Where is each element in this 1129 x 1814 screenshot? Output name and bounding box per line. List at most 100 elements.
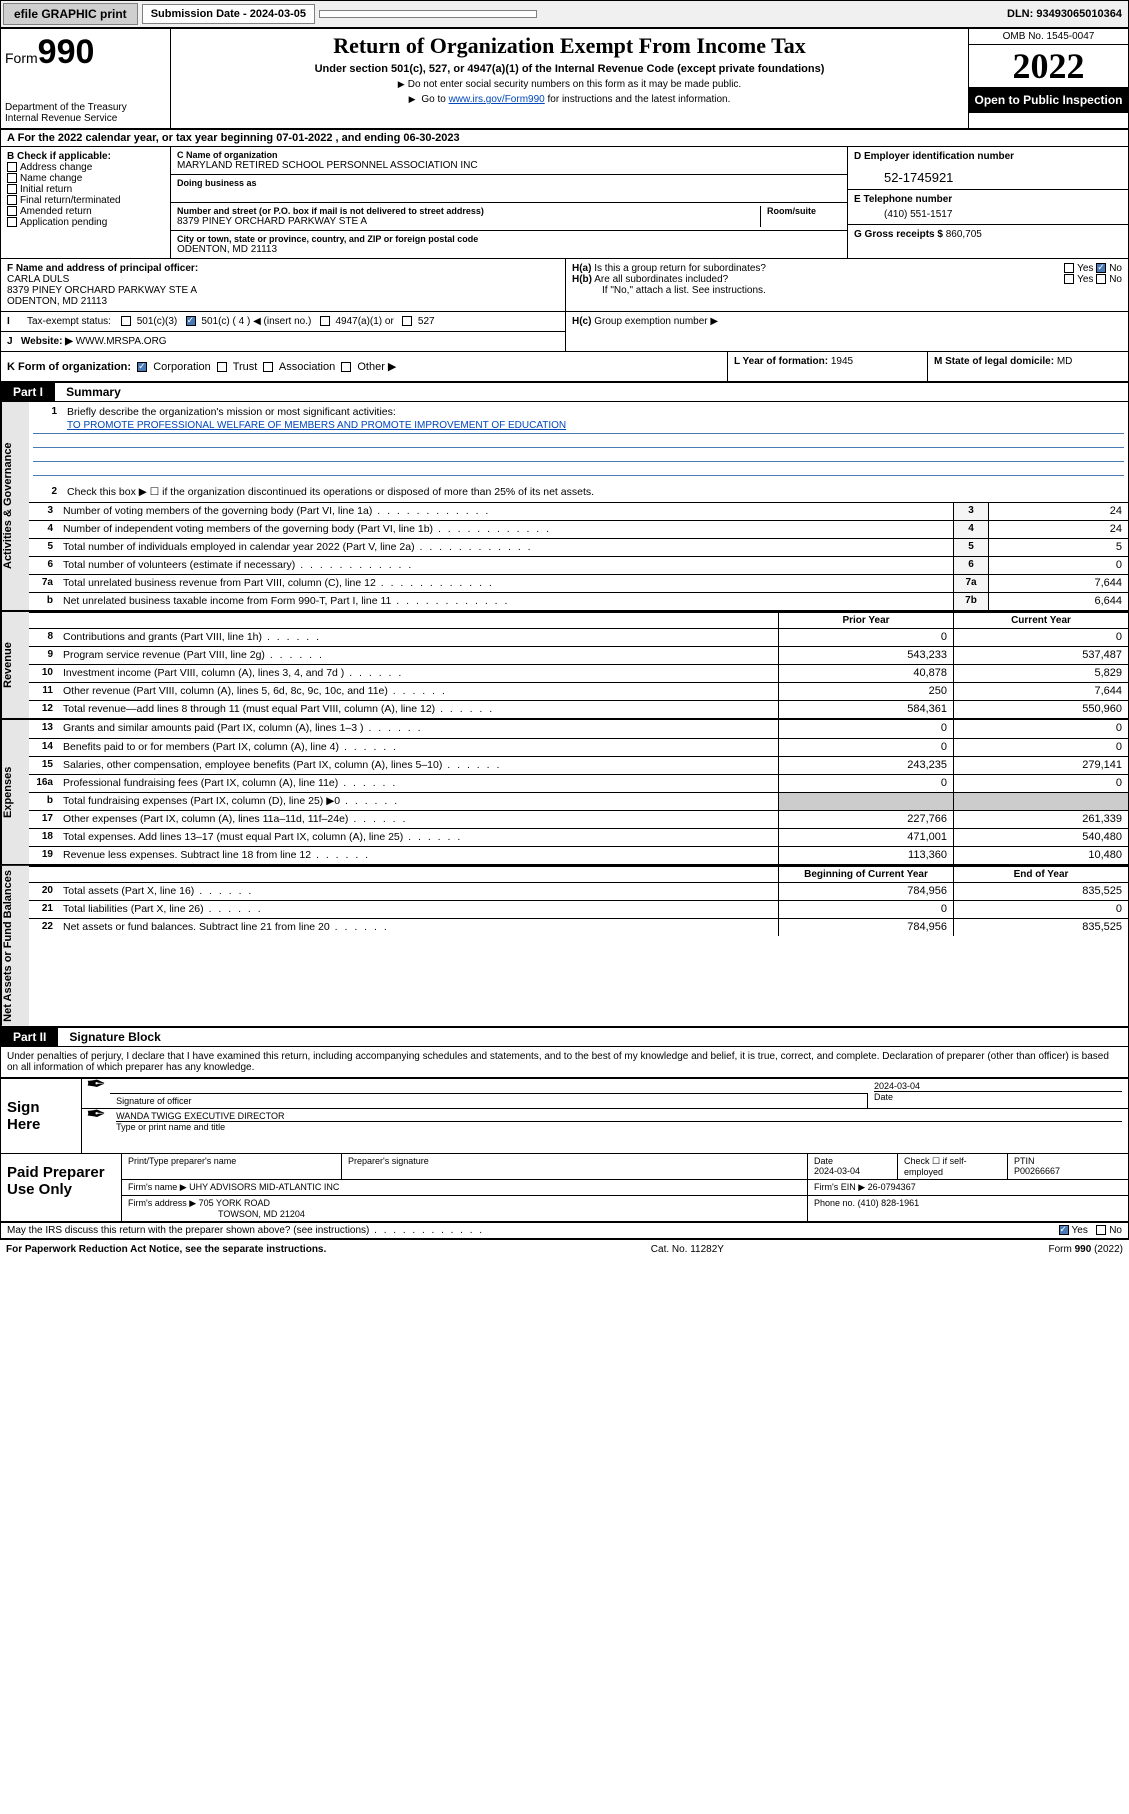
- declaration: Under penalties of perjury, I declare th…: [1, 1047, 1128, 1077]
- section-label: Activities & Governance: [1, 402, 29, 610]
- summary-line-5: 5Total number of individuals employed in…: [29, 538, 1128, 556]
- officer-name: CARLA DULS: [7, 274, 69, 285]
- column-headers: Prior YearCurrent Year: [29, 612, 1128, 628]
- form-prefix: Form: [5, 50, 38, 66]
- efile-button[interactable]: efile GRAPHIC print: [3, 3, 138, 25]
- goto-note: Go to www.irs.gov/Form990 for instructio…: [181, 94, 958, 105]
- phone: (410) 551-1517: [854, 205, 1122, 220]
- summary-line-7a: 7aTotal unrelated business revenue from …: [29, 574, 1128, 592]
- sign-here-block: Sign Here ✒ Signature of officer 2024-03…: [1, 1077, 1128, 1154]
- checkbox-final-return-terminated: Final return/terminated: [7, 195, 164, 206]
- box-hc: H(c) Group exemption number ▶: [566, 312, 1128, 351]
- summary-line-12: 12Total revenue—add lines 8 through 11 (…: [29, 700, 1128, 718]
- tax-status-opt: 527: [402, 316, 440, 327]
- summary-line-20: 20Total assets (Part X, line 16)784,9568…: [29, 882, 1128, 900]
- row-klm: K Form of organization: Corporation Trus…: [1, 352, 1128, 383]
- summary-line-3: 3Number of voting members of the governi…: [29, 502, 1128, 520]
- box-m: M State of legal domicile: MD: [928, 352, 1128, 381]
- page-footer: For Paperwork Reduction Act Notice, see …: [0, 1240, 1129, 1259]
- summary-section: RevenuePrior YearCurrent Year8Contributi…: [1, 612, 1128, 720]
- summary-line-4: 4Number of independent voting members of…: [29, 520, 1128, 538]
- box-k: K Form of organization: Corporation Trus…: [1, 352, 728, 381]
- tax-status-opt: 501(c) ( 4 ) ◀ (insert no.): [186, 316, 320, 327]
- paid-preparer-block: Paid Preparer Use Only Print/Type prepar…: [1, 1154, 1128, 1223]
- part2-header: Part II Signature Block: [1, 1028, 1128, 1047]
- omb-number: OMB No. 1545-0047: [969, 29, 1128, 45]
- summary-line-b: bTotal fundraising expenses (Part IX, co…: [29, 792, 1128, 810]
- section-bcdeg: B Check if applicable: Address changeNam…: [1, 147, 1128, 259]
- ein: 52-1745921: [854, 162, 1122, 185]
- blank-field: [319, 10, 537, 18]
- checkbox-initial-return: Initial return: [7, 184, 164, 195]
- checkbox-application-pending: Application pending: [7, 217, 164, 228]
- summary-line-14: 14Benefits paid to or for members (Part …: [29, 738, 1128, 756]
- ha-yes[interactable]: [1064, 263, 1074, 273]
- summary-section: Expenses13Grants and similar amounts pai…: [1, 720, 1128, 866]
- ssn-note: Do not enter social security numbers on …: [181, 79, 958, 90]
- section-label: Net Assets or Fund Balances: [1, 866, 29, 1026]
- org-city: ODENTON, MD 21113: [177, 244, 841, 255]
- box-h: H(a) Is this a group return for subordin…: [566, 259, 1128, 311]
- header-mid: Return of Organization Exempt From Incom…: [171, 29, 968, 128]
- summary-line-16a: 16aProfessional fundraising fees (Part I…: [29, 774, 1128, 792]
- checkbox-name-change: Name change: [7, 173, 164, 184]
- form-header: Form990 Department of the Treasury Inter…: [1, 29, 1128, 130]
- summary-line-15: 15Salaries, other compensation, employee…: [29, 756, 1128, 774]
- org-name: MARYLAND RETIRED SCHOOL PERSONNEL ASSOCI…: [177, 160, 841, 171]
- org-form-opt: Corporation: [134, 361, 211, 373]
- summary-line-6: 6Total number of volunteers (estimate if…: [29, 556, 1128, 574]
- checkbox-amended-return: Amended return: [7, 206, 164, 217]
- row-ij: I Tax-exempt status: 501(c)(3) 501(c) ( …: [1, 312, 1128, 352]
- discuss-row: May the IRS discuss this return with the…: [1, 1223, 1128, 1239]
- gross-receipts: 860,705: [946, 229, 982, 240]
- summary-section: Net Assets or Fund BalancesBeginning of …: [1, 866, 1128, 1028]
- mission-block: 1Briefly describe the organization's mis…: [29, 402, 1128, 502]
- hb-no[interactable]: [1096, 274, 1106, 284]
- form-number: 990: [38, 33, 95, 71]
- form-subtitle: Under section 501(c), 527, or 4947(a)(1)…: [181, 63, 958, 75]
- discuss-no[interactable]: [1096, 1225, 1106, 1235]
- org-form-opt: Association: [257, 361, 335, 373]
- summary-line-11: 11Other revenue (Part VIII, column (A), …: [29, 682, 1128, 700]
- dln: DLN: 93493065010364: [1007, 8, 1128, 20]
- summary-line-13: 13Grants and similar amounts paid (Part …: [29, 720, 1128, 738]
- summary-line-19: 19Revenue less expenses. Subtract line 1…: [29, 846, 1128, 864]
- header-right: OMB No. 1545-0047 2022 Open to Public In…: [968, 29, 1128, 128]
- dept-treasury: Department of the Treasury Internal Reve…: [5, 102, 166, 124]
- tax-status-opt: 501(c)(3): [121, 316, 186, 327]
- irs-link[interactable]: www.irs.gov/Form990: [449, 94, 545, 105]
- summary-line-9: 9Program service revenue (Part VIII, lin…: [29, 646, 1128, 664]
- open-inspection: Open to Public Inspection: [969, 87, 1128, 113]
- form-title: Return of Organization Exempt From Incom…: [181, 33, 958, 59]
- ha-no[interactable]: [1096, 263, 1106, 273]
- tax-year: 2022: [969, 45, 1128, 87]
- tax-status-opt: 4947(a)(1) or: [320, 316, 402, 327]
- form-990: Form990 Department of the Treasury Inter…: [0, 28, 1129, 1240]
- hb-yes[interactable]: [1064, 274, 1074, 284]
- box-l: L Year of formation: 1945: [728, 352, 928, 381]
- box-f: F Name and address of principal officer:…: [1, 259, 566, 311]
- officer-name-title: WANDA TWIGG EXECUTIVE DIRECTOR: [116, 1111, 284, 1121]
- discuss-yes[interactable]: [1059, 1225, 1069, 1235]
- summary-line-22: 22Net assets or fund balances. Subtract …: [29, 918, 1128, 936]
- box-deg: D Employer identification number 52-1745…: [848, 147, 1128, 258]
- summary-line-b: bNet unrelated business taxable income f…: [29, 592, 1128, 610]
- org-form-opt: Other ▶: [335, 361, 396, 373]
- part1-header: Part I Summary: [1, 383, 1128, 402]
- summary-line-10: 10Investment income (Part VIII, column (…: [29, 664, 1128, 682]
- org-address: 8379 PINEY ORCHARD PARKWAY STE A: [177, 216, 754, 227]
- column-headers: Beginning of Current YearEnd of Year: [29, 866, 1128, 882]
- summary-line-17: 17Other expenses (Part IX, column (A), l…: [29, 810, 1128, 828]
- row-a: A For the 2022 calendar year, or tax yea…: [1, 130, 1128, 147]
- summary-line-21: 21Total liabilities (Part X, line 26)00: [29, 900, 1128, 918]
- summary-section: Activities & Governance1Briefly describe…: [1, 402, 1128, 612]
- header-left: Form990 Department of the Treasury Inter…: [1, 29, 171, 128]
- org-form-opt: Trust: [211, 361, 258, 373]
- section-label: Expenses: [1, 720, 29, 864]
- firm-name: UHY ADVISORS MID-ATLANTIC INC: [189, 1182, 339, 1192]
- row-fh: F Name and address of principal officer:…: [1, 259, 1128, 312]
- box-b: B Check if applicable: Address changeNam…: [1, 147, 171, 258]
- box-ij: I Tax-exempt status: 501(c)(3) 501(c) ( …: [1, 312, 566, 351]
- section-label: Revenue: [1, 612, 29, 718]
- summary-line-8: 8Contributions and grants (Part VIII, li…: [29, 628, 1128, 646]
